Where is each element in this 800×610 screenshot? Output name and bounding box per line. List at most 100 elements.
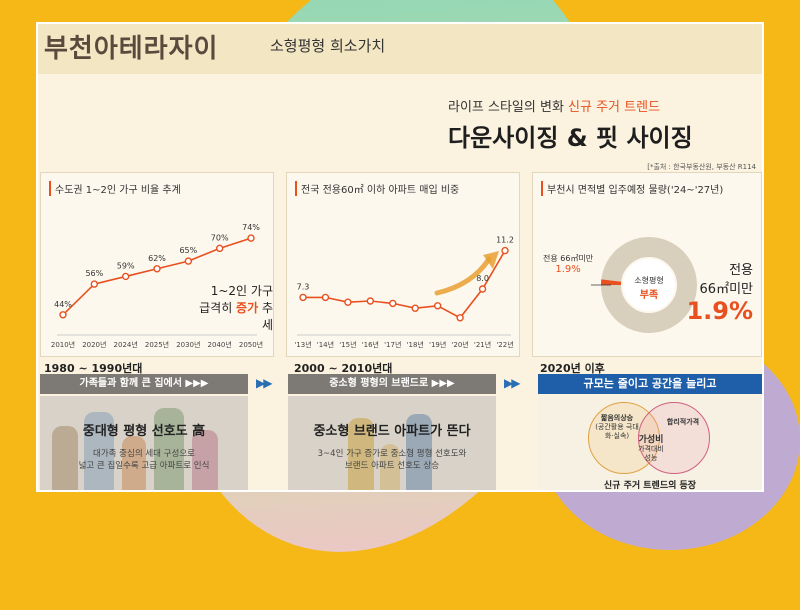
person-silhouette: [122, 436, 146, 490]
headline-pre-plain: 라이프 스타일의 변화: [448, 100, 569, 115]
headline-pretext: 라이프 스타일의 변화 신규 주거 트렌드: [448, 96, 660, 115]
venn-center-text: 가성비 가격대비 성능: [638, 436, 664, 463]
desc-line1: 3~4인 가구 증가로 중소형 평형 선호도와: [317, 449, 467, 459]
era-card-title: 중소형 브랜드 아파트가 뜬다: [313, 424, 471, 439]
era-card-desc: 대가족 중심의 세대 구성으로 넓고 큰 집일수록 고급 아파트로 인식: [46, 448, 242, 472]
data-point: [59, 311, 67, 319]
data-point: [344, 298, 352, 306]
data-point: [215, 244, 224, 253]
data-point: [184, 257, 193, 265]
data-point: [321, 293, 330, 302]
data-point: [411, 304, 419, 312]
headline-pre-highlight: 신규 주거 트렌드: [568, 100, 661, 115]
person-silhouette: [380, 444, 400, 490]
x-tick-label: '22년: [496, 340, 513, 349]
era-card-desc: 3~4인 가구 증가로 중소형 평형 선호도와 브랜드 아파트 선호도 상승: [294, 448, 490, 472]
era-card-1: 중대형 평형 선호도 高 대가족 중심의 세대 구성으로 넓고 큰 집일수록 고…: [40, 396, 248, 490]
brand-subtitle: 소형평형 희소가치: [270, 37, 386, 55]
x-tick-label: 2024년: [114, 340, 138, 349]
note-line2-pre: 급격히: [199, 301, 237, 315]
x-tick-label: 2030년: [176, 340, 200, 349]
data-label: 62%: [148, 254, 166, 263]
data-point: [153, 265, 161, 273]
venn-left-title: 짧음의상승: [600, 414, 634, 422]
data-label: 44%: [54, 300, 72, 309]
x-tick-label: 2040년: [208, 340, 232, 349]
era-card-3: 짧음의상승 (공간활용 극대화·실속) 합리적가격 가성비 가격대비 성능 신규 주…: [538, 396, 762, 491]
venn-right-text: 합리적가격: [666, 418, 700, 426]
x-tick-label: '19년: [429, 340, 446, 349]
callout-value: 1.9%: [686, 297, 753, 325]
panel1-note: 1~2인 가구 급격히 증가 추세: [189, 283, 273, 334]
desc-line2: 넓고 큰 집일수록 고급 아파트로 인식: [78, 461, 210, 471]
desc-line2: 브랜드 아파트 선호도 상승: [344, 461, 440, 471]
area-supply-donut: [591, 237, 697, 333]
x-tick-label: '17년: [384, 340, 401, 349]
panel-title: 부천시 면적별 입주예정 물량('24~'27년): [541, 181, 723, 196]
data-label: 70%: [211, 233, 229, 242]
data-label: 74%: [242, 223, 260, 232]
era-bar-2: 중소형 평형의 브랜드로 ▶▶▶: [288, 374, 496, 394]
person-silhouette: [348, 418, 374, 490]
data-label: 59%: [117, 261, 135, 270]
person-silhouette: [52, 426, 78, 490]
trend-emergence: 신규 주거 트렌드의 등장: [603, 481, 697, 491]
era-bar-3: 규모는 줄이고 공간을 늘리고: [538, 374, 762, 394]
x-tick-label: '18년: [407, 340, 424, 349]
venn-left-sub: (공간활용 극대화·실속): [595, 423, 639, 440]
panel-area-supply: 부천시 면적별 입주예정 물량('24~'27년) 전용 66㎡미만 1.9% …: [532, 172, 762, 357]
legend-value: 1.9%: [555, 264, 581, 275]
household-ratio-chart: 44% 2010년 56% 2020년 59% 2024년 62% 2025년 65% 2030년…: [51, 223, 263, 349]
donut-callout: 전용 66㎡미만 1.9%: [686, 259, 753, 325]
x-tick-label: 2025년: [145, 340, 169, 349]
data-label: 65%: [179, 246, 197, 255]
series-line: [303, 250, 506, 319]
data-label: 56%: [85, 269, 103, 278]
panel-apartment-purchase: 전국 전용60㎡ 이하 아파트 매입 비중 7.3 '13년 '14년 '15년 '16…: [286, 172, 520, 357]
data-point: [501, 246, 509, 255]
data-point: [366, 297, 375, 305]
data-point: [456, 314, 464, 322]
panel-title: 수도권 1~2인 가구 비율 추계: [49, 181, 181, 196]
brand-title: 부천아테라자이: [44, 34, 219, 64]
desc-line1: 대가족 중심의 세대 구성으로: [93, 449, 195, 459]
arrow-icon: ▶▶: [256, 376, 273, 390]
venn-left-text: 짧음의상승 (공간활용 극대화·실속): [594, 414, 640, 441]
x-tick-label: '14년: [317, 340, 334, 349]
venn-center-sub: 가격대비 성능: [638, 445, 664, 462]
data-point: [90, 280, 99, 288]
x-tick-label: '20년: [451, 340, 468, 349]
note-line1: 1~2인 가구: [210, 284, 273, 298]
callout-line2: 66㎡미만: [699, 282, 753, 297]
donut-center: 소형평형 부족: [621, 275, 677, 301]
trend-arrow-head: [483, 251, 499, 269]
x-tick-label: '21년: [474, 340, 491, 349]
data-point: [478, 285, 487, 293]
center-value: 부족: [639, 290, 659, 301]
panel-title: 전국 전용60㎡ 이하 아파트 매입 비중: [295, 181, 459, 196]
apartment-purchase-chart: 7.3 '13년 '14년 '15년 '16년 '17년 '18년 '19년 '20년 8.0 '2…: [294, 236, 514, 349]
data-label: 7.3: [297, 282, 310, 291]
era-label-3: 2020년 이후: [540, 362, 605, 375]
data-point: [121, 272, 130, 281]
donut-center-fill: [623, 259, 675, 311]
data-label: 8.0: [476, 274, 489, 283]
x-tick-label: '13년: [294, 340, 311, 349]
person-silhouette: [154, 408, 184, 490]
era-label-2: 2000 ~ 2010년대: [294, 362, 393, 375]
data-point: [299, 293, 307, 302]
data-point: [389, 299, 397, 308]
trend-arrow: [434, 256, 492, 296]
era-bar-1: 가족들과 함께 큰 집에서 ▶▶▶: [40, 374, 248, 394]
x-tick-label: 2020년: [82, 340, 106, 349]
person-silhouette: [406, 414, 432, 490]
era-label-1: 1980 ~ 1990년대: [44, 362, 143, 375]
x-tick-label: '16년: [362, 340, 379, 349]
data-label: 11.2: [496, 236, 514, 245]
top-bar: 부천아테라자이 소형평형 희소가치: [38, 24, 762, 74]
person-silhouette: [192, 430, 218, 490]
data-point: [433, 302, 442, 310]
x-tick-label: 2010년: [51, 340, 75, 349]
data-point: [247, 234, 255, 242]
arrow-icon: ▶▶: [504, 376, 521, 390]
